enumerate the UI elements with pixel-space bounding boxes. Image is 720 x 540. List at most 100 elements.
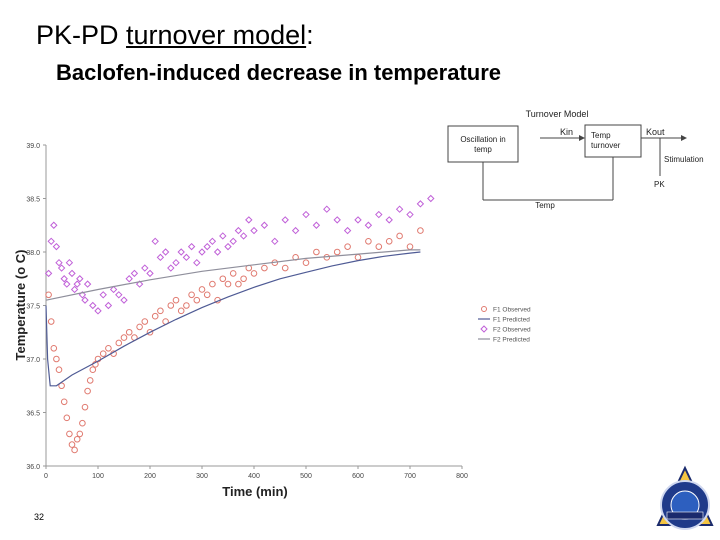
data-point — [76, 275, 84, 283]
legend-swatch — [480, 325, 488, 333]
data-point — [66, 430, 73, 438]
kin-label: Kin — [560, 127, 573, 137]
slide-subtitle: Baclofen-induced decrease in temperature — [56, 60, 502, 85]
data-point — [281, 264, 289, 272]
temp-label: Temp — [535, 201, 555, 210]
data-point — [260, 221, 269, 229]
data-point — [271, 237, 279, 246]
data-point — [365, 238, 372, 245]
legend-label: F1 Predicted — [493, 317, 530, 324]
data-point — [183, 302, 190, 309]
data-point — [172, 296, 180, 304]
data-point — [136, 323, 143, 331]
data-point — [354, 216, 362, 224]
data-point — [213, 248, 222, 256]
data-point — [55, 258, 63, 267]
y-ticks: 36.0 36.5 37.0 37.5 38.0 38.5 39.0 — [26, 143, 46, 471]
data-point — [239, 232, 248, 240]
data-point — [313, 248, 320, 256]
data-point — [375, 243, 383, 250]
data-point — [104, 301, 113, 310]
data-point — [203, 291, 211, 299]
turnover-model-diagram: Turnover Model Oscillation in temp Temp … — [447, 109, 704, 210]
data-point — [84, 387, 91, 395]
pk-label: PK — [654, 180, 665, 189]
data-point — [417, 227, 424, 234]
data-point — [60, 398, 68, 406]
diagram-title: Turnover Model — [526, 109, 589, 119]
data-point — [161, 248, 170, 256]
y-tick-label: 36.0 — [26, 464, 40, 471]
data-point — [193, 296, 201, 304]
data-point — [245, 216, 253, 224]
data-point — [177, 248, 185, 256]
plot-frame — [45, 145, 462, 467]
data-point — [47, 237, 55, 246]
data-point — [235, 280, 242, 288]
oscillation-label-1: Oscillation in — [460, 135, 505, 144]
turnover-label-1: Temp — [591, 131, 611, 140]
society-logo — [656, 465, 714, 530]
data-point — [188, 291, 195, 299]
data-point — [73, 435, 81, 443]
x-tick-label: 0 — [44, 473, 48, 480]
data-point — [396, 232, 403, 240]
x-axis-title: Time (min) — [222, 484, 288, 499]
data-point — [198, 286, 206, 293]
data-point — [71, 446, 78, 454]
data-point — [105, 345, 112, 352]
series-layer — [44, 194, 435, 454]
data-point — [364, 221, 373, 229]
data-point — [63, 280, 71, 288]
data-point — [406, 243, 414, 250]
data-point — [250, 226, 258, 235]
data-point — [343, 226, 352, 235]
y-tick-label: 38.5 — [26, 197, 40, 204]
data-point — [229, 237, 237, 246]
series-0 — [45, 227, 424, 454]
data-point — [172, 258, 180, 267]
data-point — [50, 221, 58, 229]
data-point — [406, 210, 414, 219]
data-point — [167, 264, 175, 272]
data-point — [70, 285, 79, 294]
slide-title-colon: : — [306, 20, 314, 50]
x-tick-label: 200 — [144, 473, 156, 480]
stimulation-label: Stimulation — [664, 155, 704, 164]
x-tick-label: 600 — [352, 473, 364, 480]
data-point — [81, 403, 89, 411]
data-point — [53, 355, 60, 363]
y-tick-label: 38.0 — [26, 250, 40, 257]
data-point — [146, 328, 154, 336]
data-point — [157, 307, 164, 315]
series-line — [45, 249, 421, 301]
kout-arrowhead — [681, 135, 687, 141]
data-point — [130, 269, 139, 278]
data-point — [60, 275, 68, 283]
data-point — [224, 242, 232, 251]
y-tick-label: 37.0 — [26, 357, 40, 364]
y-axis-title: Temperature (o C) — [13, 250, 28, 361]
data-point — [198, 248, 206, 256]
data-point — [219, 275, 227, 283]
data-point — [135, 280, 144, 288]
data-point — [151, 312, 159, 320]
data-point — [68, 269, 76, 278]
data-point — [261, 264, 268, 272]
data-point — [219, 232, 227, 240]
slide-title-main: PK-PD — [36, 20, 127, 50]
data-point — [83, 280, 92, 288]
series-2 — [44, 194, 435, 315]
slide-number: 32 — [34, 512, 45, 522]
oscillation-label-2: temp — [474, 145, 492, 154]
data-point — [312, 221, 321, 229]
data-point — [120, 334, 128, 341]
y-tick-label: 39.0 — [26, 143, 40, 150]
data-point — [86, 377, 94, 384]
x-tick-label: 300 — [196, 473, 208, 480]
data-point — [209, 280, 216, 288]
data-point — [224, 280, 232, 288]
data-point — [333, 216, 341, 224]
x-tick-label: 100 — [92, 473, 104, 480]
